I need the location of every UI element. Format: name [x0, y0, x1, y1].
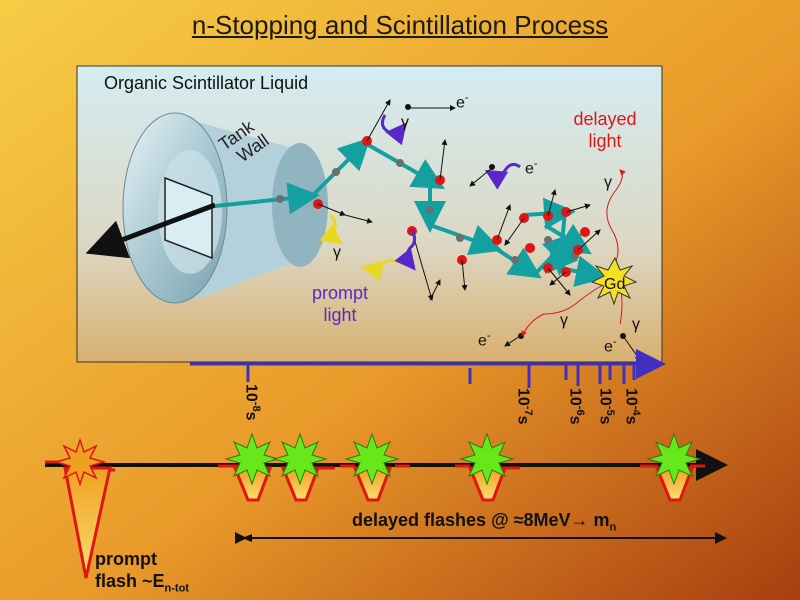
time-tick-label: 10-4s	[622, 388, 642, 424]
gd-label: Gd	[604, 276, 626, 293]
neutron-exit-arrow	[85, 202, 216, 259]
prompt-flash-sub: n-tot	[164, 582, 189, 595]
tick-base: 10	[622, 388, 640, 406]
tick-exp: -6	[574, 405, 586, 416]
delayed-flashes-sub: n	[609, 521, 617, 534]
time-tick-label: 10-8s	[242, 384, 262, 420]
prompt-flash-line1: prompt	[95, 549, 157, 569]
tick-base: 10	[242, 384, 260, 402]
delayed-light-label: delayed light	[560, 108, 650, 152]
prompt-flash-line2: flash ~E	[95, 571, 165, 591]
electron-label: e-	[525, 158, 538, 178]
delayed-flash-stars	[224, 432, 702, 486]
tick-exp: -5	[604, 405, 616, 416]
time-tick-label: 10-6s	[566, 388, 586, 424]
tick-base: 10	[596, 388, 614, 406]
prompt-light-line2: light	[323, 305, 357, 325]
scintillator-label: Organic Scintillator Liquid	[104, 73, 309, 93]
gamma-label: γ	[604, 174, 612, 191]
prompt-flash-line2-wrap: flash ~En-tot	[95, 570, 189, 600]
electron-tracks	[405, 104, 641, 361]
delayed-flashes-text: delayed flashes @ ≈8MeV→ m	[352, 510, 610, 530]
prompt-flash-star	[53, 437, 107, 487]
tick-base: 10	[566, 388, 584, 406]
tick-unit: s	[566, 415, 584, 425]
electron-sup: -	[464, 92, 469, 104]
time-tick-label: 10-7s	[514, 388, 534, 424]
electron-e: e	[456, 94, 465, 112]
electron-e: e	[478, 332, 487, 350]
tick-unit: s	[622, 415, 640, 425]
electron-e: e	[604, 338, 613, 356]
prompt-flash-label: prompt flash ~En-tot	[95, 548, 189, 600]
short-tracks	[317, 99, 601, 301]
delayed-light-line1: delayed	[573, 109, 637, 129]
electron-label: e-	[478, 330, 491, 350]
time-tick-label: 10-5s	[596, 388, 616, 424]
electron-sup: -	[486, 330, 491, 342]
electron-label: e-	[604, 336, 617, 356]
tick-exp: -7	[522, 405, 534, 416]
scatter-points	[276, 159, 579, 264]
prompt-light-label: prompt light	[300, 282, 380, 326]
prompt-photons	[319, 114, 521, 282]
tick-unit: s	[242, 411, 260, 421]
gamma-label: γ	[401, 114, 409, 131]
prompt-light-line1: prompt	[311, 283, 369, 303]
tick-base: 10	[514, 388, 532, 406]
time-tick-marks	[246, 364, 636, 388]
delayed-flashes-label: delayed flashes @ ≈8MeV→ mn	[352, 510, 616, 534]
gamma-label: γ	[333, 244, 341, 261]
gamma-label: γ	[632, 316, 640, 333]
electron-label: e-	[456, 92, 469, 112]
electron-sup: -	[533, 158, 538, 170]
tick-unit: s	[514, 415, 532, 425]
gd-capture-star	[590, 256, 638, 306]
gamma-label: γ	[560, 312, 568, 329]
tick-exp: -4	[630, 405, 642, 416]
electron-sup: -	[612, 336, 617, 348]
delayed-light-line2: light	[588, 131, 622, 151]
tick-exp: -8	[250, 401, 262, 412]
tick-unit: s	[596, 415, 614, 425]
page-title: n-Stopping and Scintillation Process	[191, 10, 609, 40]
electron-e: e	[525, 160, 534, 178]
